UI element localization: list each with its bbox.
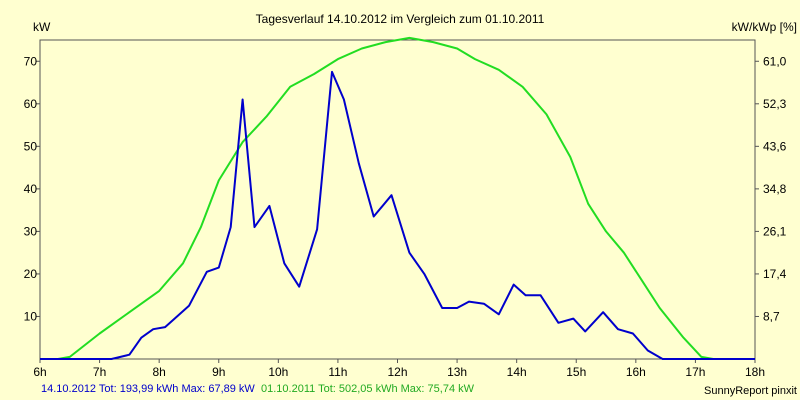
series-line-14.10.2012 [40,70,755,360]
y-left-tick-label: 40 [24,182,38,196]
x-tick-label: 13h [447,365,467,379]
y-left-tick-label: 30 [24,224,38,238]
legend-series-1: 14.10.2012 Tot: 193,99 kWh Max: 67,89 kW [41,383,255,395]
x-tick-label: 17h [685,365,705,379]
chart-title: Tagesverlauf 14.10.2012 im Vergleich zum… [256,12,545,26]
x-axis-ticks: 6h 7h 8h 9h 10h 11h 12h 13h 14h 15h 16h 17h 18h [33,359,765,379]
x-tick-label: 9h [212,365,225,379]
y-axis-right-ticks: 8,7 17,4 26,1 34,8 43,6 52,3 61,0 [755,54,787,323]
x-tick-label: 6h [33,365,46,379]
x-tick-label: 14h [507,365,527,379]
x-tick-label: 12h [387,365,407,379]
x-tick-label: 15h [566,365,586,379]
credit-text: SunnyReport pinxit [704,385,797,397]
x-tick-label: 10h [268,365,288,379]
y-left-tick-label: 50 [24,139,38,153]
y-right-tick-label: 52,3 [763,97,787,111]
y-axis-left-label: kW [33,20,51,34]
y-right-tick-label: 61,0 [763,54,787,68]
x-tick-label: 7h [93,365,106,379]
y-right-tick-label: 8,7 [763,309,780,323]
y-axis-left-ticks: 10 20 30 40 50 60 70 [24,54,40,323]
x-tick-label: 11h [328,365,347,379]
y-left-tick-label: 20 [24,267,38,281]
y-axis-right-label: kW/kWp [%] [732,20,797,34]
y-right-tick-label: 34,8 [763,182,787,196]
legend-series-2: 01.10.2011 Tot: 502,05 kWh Max: 75,74 kW [261,383,475,395]
series-lines [40,36,755,360]
x-tick-label: 18h [745,365,765,379]
x-tick-label: 16h [626,365,646,379]
series-line-01.10.2011 [40,36,755,360]
y-right-tick-label: 26,1 [763,224,787,238]
y-right-tick-label: 17,4 [763,267,787,281]
y-left-tick-label: 60 [24,97,38,111]
x-tick-label: 8h [152,365,165,379]
y-left-tick-label: 70 [24,54,38,68]
y-right-tick-label: 43,6 [763,139,787,153]
y-left-tick-label: 10 [24,309,38,323]
